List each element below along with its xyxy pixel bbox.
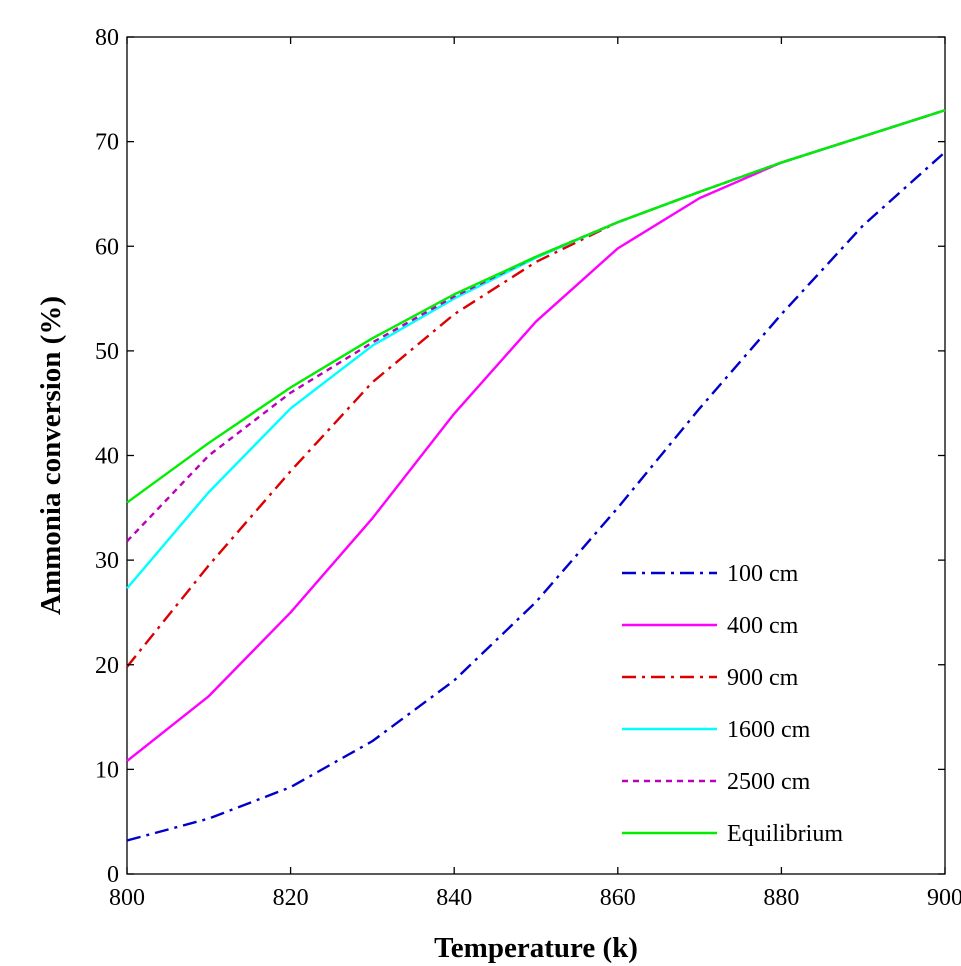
series-line-1 bbox=[126, 151, 946, 842]
series-line-3 bbox=[126, 109, 946, 668]
x-tick-label: 820 bbox=[273, 885, 309, 911]
y-tick-label: 40 bbox=[95, 444, 119, 470]
y-axis-title: Ammonia conversion (%) bbox=[35, 296, 67, 615]
y-tick-label: 60 bbox=[95, 234, 119, 260]
x-tick-label: 860 bbox=[600, 885, 636, 911]
ticks-layer: 800 820 840 860 880 900 0 10 20 30 40 50 60 70 80 bbox=[95, 25, 961, 911]
series-layer bbox=[126, 109, 946, 842]
y-tick-label: 10 bbox=[95, 757, 119, 783]
legend-label-2: 400 cm bbox=[727, 613, 799, 639]
legend: 100 cm 400 cm 900 cm 1600 cm 2500 cm Equilibr… bbox=[622, 561, 843, 847]
plot-border bbox=[126, 36, 946, 875]
legend-label-5: 2500 cm bbox=[727, 769, 811, 795]
y-tick-label: 80 bbox=[95, 25, 119, 51]
legend-label-4: 1600 cm bbox=[727, 717, 811, 743]
y-tick-label: 20 bbox=[95, 653, 119, 679]
x-tick-label: 840 bbox=[436, 885, 472, 911]
x-axis-title: Temperature (k) bbox=[434, 932, 638, 964]
series-line-2 bbox=[126, 109, 946, 762]
plot-frame bbox=[126, 36, 946, 875]
y-tick-label: 50 bbox=[95, 339, 119, 365]
x-tick-label: 900 bbox=[927, 885, 961, 911]
series-line-4 bbox=[126, 109, 946, 590]
legend-label-3: 900 cm bbox=[727, 665, 799, 691]
y-tick-label: 0 bbox=[107, 862, 119, 888]
legend-label-1: 100 cm bbox=[727, 561, 799, 587]
x-tick-label: 880 bbox=[763, 885, 799, 911]
legend-label-6: Equilibrium bbox=[727, 821, 843, 847]
x-tick-label: 800 bbox=[109, 885, 145, 911]
y-tick-label: 30 bbox=[95, 548, 119, 574]
series-line-6 bbox=[126, 109, 946, 504]
series-line-5 bbox=[126, 109, 946, 543]
y-tick-label: 70 bbox=[95, 130, 119, 156]
